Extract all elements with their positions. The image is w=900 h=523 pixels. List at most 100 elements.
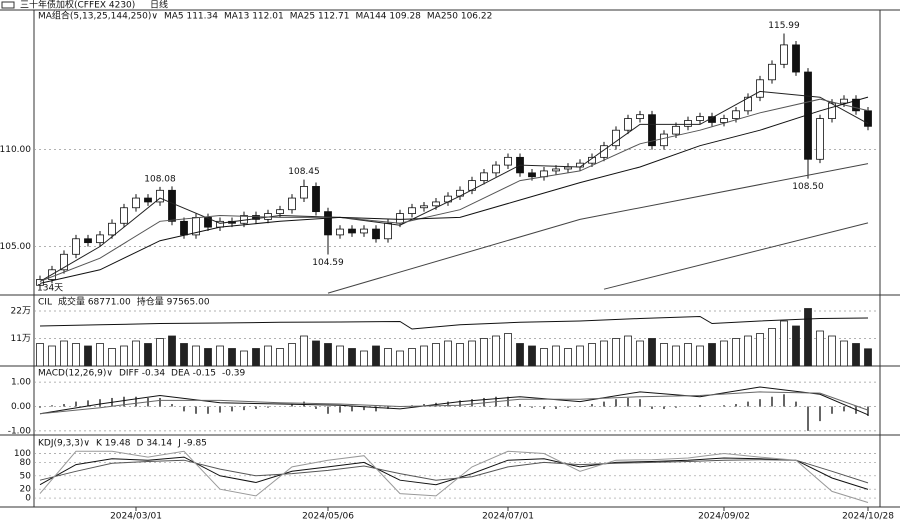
volume-bar bbox=[324, 343, 332, 367]
volume-bar bbox=[48, 345, 56, 367]
volume-bar bbox=[288, 343, 296, 367]
volume-bar bbox=[504, 333, 512, 367]
volume-bar bbox=[756, 333, 764, 367]
volume-bar bbox=[204, 348, 212, 367]
volume-bar bbox=[60, 340, 68, 367]
candle-body bbox=[300, 186, 308, 199]
candle-body bbox=[852, 98, 860, 112]
panel-legend: D 34.14 bbox=[137, 439, 173, 449]
x-tick-label: 2024/10/28 bbox=[842, 512, 894, 522]
candle-body bbox=[588, 156, 596, 164]
candle-body bbox=[660, 133, 668, 147]
price-annotation: 104.59 bbox=[312, 258, 344, 268]
volume-bar bbox=[216, 345, 224, 367]
panel-legend: 持仓量 97565.00 bbox=[137, 296, 210, 308]
candle-body bbox=[156, 189, 164, 203]
candle-body bbox=[324, 211, 332, 236]
volume-bar bbox=[240, 350, 248, 367]
candle-body bbox=[396, 213, 404, 224]
volume-bar bbox=[552, 345, 560, 367]
x-tick-label: 2024/03/01 bbox=[110, 512, 162, 522]
volume-bar bbox=[252, 348, 260, 367]
candle-body bbox=[828, 102, 836, 119]
volume-bar bbox=[624, 335, 632, 367]
y-tick-label: 50 bbox=[20, 471, 32, 481]
candle-body bbox=[720, 118, 728, 123]
panel-legend: -0.39 bbox=[222, 369, 246, 379]
volume-bar bbox=[720, 340, 728, 367]
panel-legend: CIL bbox=[38, 298, 52, 308]
volume-bar bbox=[168, 335, 176, 367]
volume-bar bbox=[480, 338, 488, 367]
volume-bar bbox=[636, 340, 644, 367]
volume-bar bbox=[660, 343, 668, 367]
candle-body bbox=[120, 207, 128, 224]
period-label[interactable]: 日线 bbox=[150, 0, 168, 11]
price-annotation: 108.45 bbox=[288, 167, 320, 177]
y-tick-label: 110.00 bbox=[0, 145, 31, 155]
candle-body bbox=[504, 156, 512, 166]
x-tick-label: 2024/05/06 bbox=[302, 512, 354, 522]
volume-bar bbox=[684, 343, 692, 367]
candle-body bbox=[252, 215, 260, 220]
y-tick-label: 80 bbox=[20, 458, 32, 468]
range-note: 134天 bbox=[37, 284, 63, 294]
volume-bar bbox=[120, 345, 128, 367]
price-annotation: 108.50 bbox=[792, 182, 824, 192]
volume-bar bbox=[516, 343, 524, 367]
instrument-title: 三十年债加权(CFFEX 4230) bbox=[20, 0, 135, 11]
panel-legend: MA25 112.71 bbox=[290, 12, 350, 22]
candle-body bbox=[84, 238, 92, 244]
volume-bar bbox=[180, 343, 188, 367]
y-tick-label: 20 bbox=[20, 485, 32, 495]
candle-body bbox=[96, 234, 104, 244]
volume-bar bbox=[36, 343, 44, 367]
indicator-line bbox=[39, 456, 869, 490]
indicator-line bbox=[39, 386, 869, 416]
volume-bar bbox=[432, 343, 440, 367]
volume-bar bbox=[792, 325, 800, 367]
window-icon[interactable] bbox=[1, 1, 15, 9]
candle-body bbox=[840, 98, 848, 104]
panel-legend: KDJ(9,3,3)∨ bbox=[38, 439, 90, 449]
volume-bar bbox=[84, 345, 92, 367]
panel-legend: MA5 111.34 bbox=[164, 12, 218, 22]
volume-bar bbox=[276, 348, 284, 367]
volume-bar bbox=[396, 350, 404, 367]
volume-bar bbox=[144, 343, 152, 367]
volume-bar bbox=[336, 345, 344, 367]
candle-body bbox=[144, 197, 152, 203]
candle-body bbox=[480, 172, 488, 182]
y-tick-label: -1.00 bbox=[8, 426, 32, 436]
candle-body bbox=[492, 164, 500, 174]
candle-body bbox=[384, 222, 392, 240]
panel-legend: MACD(12,26,9)∨ bbox=[38, 369, 113, 379]
volume-bar bbox=[72, 343, 80, 367]
volume-bar bbox=[132, 340, 140, 367]
y-tick-label: 0.00 bbox=[11, 402, 31, 412]
candle-body bbox=[180, 220, 188, 236]
panel-legend: MA144 109.28 bbox=[355, 12, 421, 22]
candle-body bbox=[72, 238, 80, 255]
volume-bar bbox=[348, 348, 356, 367]
volume-bar bbox=[744, 335, 752, 367]
indicator-line bbox=[39, 391, 869, 415]
volume-bar bbox=[264, 345, 272, 367]
volume-bar bbox=[564, 348, 572, 367]
candle-body bbox=[132, 197, 140, 209]
volume-bar bbox=[576, 345, 584, 367]
candle-body bbox=[816, 118, 824, 160]
volume-bar bbox=[456, 343, 464, 367]
y-tick-label: 0 bbox=[25, 494, 31, 504]
candle-body bbox=[672, 125, 680, 135]
candle-body bbox=[432, 201, 440, 207]
candle-body bbox=[408, 207, 416, 214]
volume-bar bbox=[492, 335, 500, 367]
volume-bar bbox=[108, 348, 116, 367]
panel-legend: DEA -0.15 bbox=[171, 369, 216, 379]
price-annotation: 108.08 bbox=[144, 174, 176, 184]
candle-body bbox=[360, 228, 368, 234]
volume-bar bbox=[228, 348, 236, 367]
y-tick-label: 11万 bbox=[11, 334, 31, 344]
